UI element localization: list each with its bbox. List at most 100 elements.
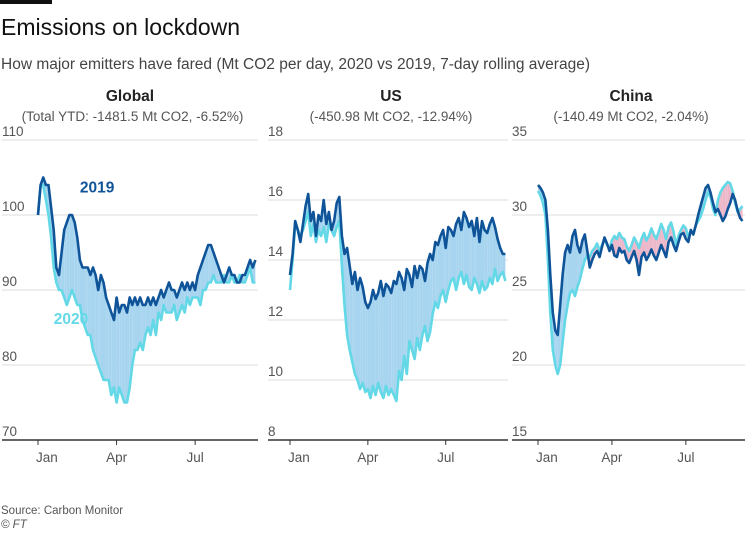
fill-decline (435, 242, 438, 308)
fill-decline (148, 297, 151, 335)
panel-title-global: Global (105, 88, 155, 105)
panel-subtitle-global: (Total YTD: -1481.5 Mt CO2, -6.52%) (21, 109, 244, 124)
x-tick-label: Jul (677, 450, 694, 465)
y-tick-label: 110 (2, 124, 24, 139)
fill-decline (93, 267, 96, 358)
fill-decline (95, 275, 99, 365)
panel-subtitle-china: (-140.49 Mt CO2, -2.04%) (553, 109, 709, 124)
y-tick-label: 10 (268, 364, 283, 379)
x-tick-label: Jan (36, 450, 58, 465)
fill-decline (124, 305, 127, 403)
fill-decline (127, 297, 130, 403)
fill-decline (121, 305, 125, 403)
y-tick-label: 35 (512, 124, 527, 139)
fill-decline (103, 282, 107, 380)
fill-decline (349, 266, 353, 362)
y-tick-label: 25 (512, 274, 527, 289)
chart-panel-global: 70 80 90 100 110 Jan Apr Jul 2019 2020 (2, 124, 258, 465)
fill-decline (567, 245, 570, 305)
fill-decline (386, 284, 389, 395)
line-2019-china (537, 183, 744, 337)
fill-decline (466, 218, 470, 287)
fill-increase (720, 188, 723, 221)
fill-decline (484, 230, 488, 290)
x-tick-label: Jul (187, 450, 204, 465)
y-tick-label: 18 (268, 124, 283, 139)
fill-increase (614, 236, 617, 257)
fill-decline (417, 266, 420, 350)
emissions-charts: 70 80 90 100 110 Jan Apr Jul 2019 2020 8 10 12 14 16 18… (2, 124, 745, 465)
fill-decline (378, 281, 381, 392)
fill-decline (132, 297, 135, 365)
fill-decline (134, 297, 138, 350)
copyright-note: © FT (1, 519, 27, 531)
fill-decline (362, 287, 366, 392)
fill-decline (383, 284, 386, 398)
fill-decline (469, 221, 472, 290)
fill-decline (367, 302, 371, 398)
y-tick-label: 90 (2, 274, 17, 289)
fill-decline (352, 272, 355, 374)
y-tick-label: 80 (2, 349, 17, 364)
line-2020-us (288, 210, 507, 403)
page-subtitle: How major emitters have fared (Mt CO2 pe… (1, 56, 590, 73)
fill-decline (66, 215, 70, 305)
fill-decline (396, 272, 399, 401)
fill-decline (100, 275, 104, 380)
y-tick-label: 16 (268, 184, 283, 199)
fill-decline (412, 266, 415, 359)
fill-decline (354, 272, 358, 380)
fill-decline (69, 215, 72, 298)
y-tick-label: 15 (512, 424, 527, 439)
series-label-2019: 2019 (80, 180, 115, 197)
fill-decline (82, 267, 86, 328)
fill-decline (463, 212, 467, 284)
fill-decline (370, 290, 373, 398)
fill-decline (450, 230, 454, 281)
y-tick-label: 70 (2, 424, 17, 439)
fill-decline (422, 269, 425, 335)
header-accent-bar (0, 0, 52, 4)
fill-decline (90, 267, 93, 350)
fill-decline (87, 267, 91, 335)
fill-decline (205, 245, 209, 290)
y-tick-label: 20 (512, 349, 527, 364)
fill-decline (375, 293, 379, 395)
y-tick-label: 100 (2, 199, 25, 214)
fill-decline (425, 263, 428, 341)
source-note: Source: Carbon Monitor (1, 505, 124, 517)
fill-decline (380, 281, 384, 398)
y-tick-label: 14 (268, 244, 284, 259)
fill-decline (72, 215, 75, 298)
fill-decline (456, 218, 459, 290)
line-2019-us (288, 192, 506, 310)
fill-decline (458, 218, 462, 278)
x-tick-label: Apr (106, 450, 128, 465)
x-tick-label: Jan (536, 450, 558, 465)
fill-decline (492, 218, 495, 284)
fill-decline (565, 245, 568, 320)
fill-decline (85, 267, 88, 335)
x-tick-label: Apr (601, 450, 623, 465)
fill-decline (347, 248, 350, 350)
y-tick-label: 12 (268, 304, 283, 319)
panel-title-us: US (380, 88, 402, 105)
line-2020-global (36, 183, 256, 404)
fill-decline (391, 281, 394, 395)
fill-decline (388, 287, 392, 395)
fill-decline (393, 281, 397, 401)
fill-decline (114, 297, 117, 403)
fill-decline (111, 312, 114, 395)
chart-panel-china: 15 20 25 30 35 Jan Apr Jul (512, 124, 745, 465)
fill-decline (448, 227, 451, 290)
fill-decline (108, 305, 112, 395)
page-title: Emissions on lockdown (1, 14, 241, 40)
x-tick-label: Apr (357, 450, 379, 465)
fill-decline (373, 290, 376, 395)
fill-decline (98, 275, 101, 373)
fill-decline (208, 245, 211, 283)
fill-decline (106, 297, 109, 380)
fill-decline (572, 230, 575, 296)
fill-decline (419, 266, 423, 350)
fill-decline (482, 221, 485, 290)
